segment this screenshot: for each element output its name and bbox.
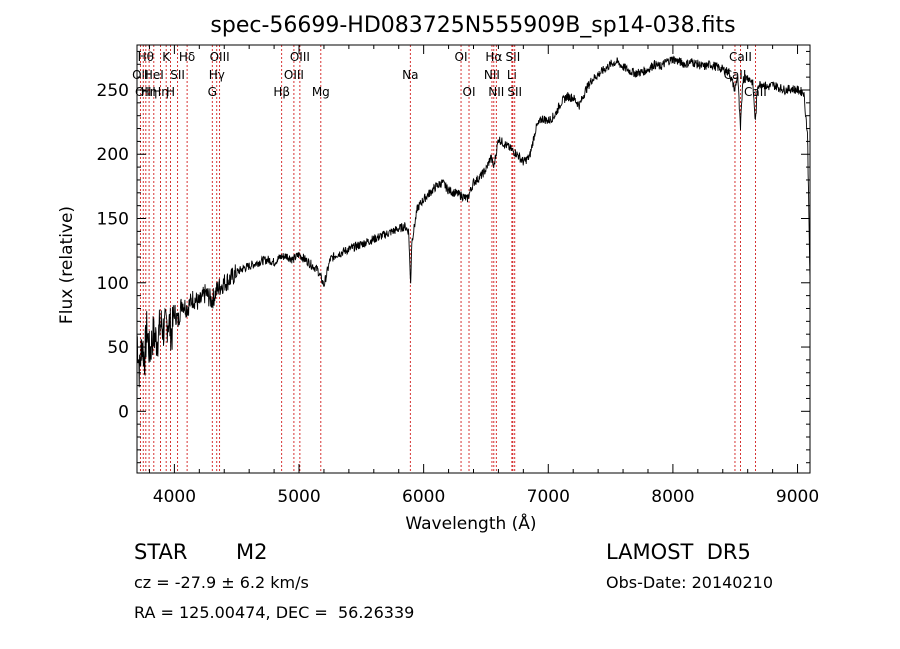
line-label-23: Li xyxy=(507,68,517,82)
x-tick-label-3: 7000 xyxy=(527,487,570,507)
line-label-7: H xyxy=(166,85,175,99)
y-axis-label: Flux (relative) xyxy=(57,206,77,324)
chart-title: spec-56699-HD083725N555909B_sp14-038.fit… xyxy=(210,13,735,38)
line-label-0: OII xyxy=(132,68,149,82)
line-label-13: Hβ xyxy=(273,85,290,99)
axis-ticks: 4000 5000 6000 7000 8000 9000 0 50 100 150 200 250 xyxy=(97,45,819,507)
y-tick-label-2: 100 xyxy=(97,274,129,294)
line-label-15: OIII xyxy=(290,50,310,64)
survey-name: LAMOST DR5 xyxy=(606,540,751,564)
line-label-24: SII xyxy=(506,50,521,64)
object-class-label: STAR xyxy=(134,540,188,564)
line-label-19: OI xyxy=(463,85,476,99)
line-label-20: NII xyxy=(484,68,500,82)
x-tick-label-0: 4000 xyxy=(153,487,196,507)
line-label-4: HeI xyxy=(144,68,164,82)
line-label-2: Hθ xyxy=(138,50,154,64)
obs-date: Obs-Date: 20140210 xyxy=(606,573,774,592)
y-tick-label-5: 250 xyxy=(97,81,129,101)
line-label-14: OIII xyxy=(284,68,304,82)
line-label-10: G xyxy=(208,85,217,99)
x-tick-label-5: 9000 xyxy=(776,487,819,507)
line-label-21: Hα xyxy=(485,50,502,64)
spectral-line-markers: OII OII Hθ Hη HeI Hη K H SII Hδ G Hγ OIII Hβ OIII OIII M… xyxy=(132,45,767,473)
y-tick-label-1: 50 xyxy=(107,338,129,358)
x-axis-label: Wavelength (Å) xyxy=(405,512,536,534)
line-label-8: SII xyxy=(170,68,185,82)
x-tick-label-2: 6000 xyxy=(402,487,445,507)
line-label-3: Hη xyxy=(141,85,158,99)
spectrum-chart: spec-56699-HD083725N555909B_sp14-038.fit… xyxy=(57,13,819,534)
x-tick-label-1: 5000 xyxy=(277,487,320,507)
line-label-1: OII xyxy=(135,85,152,99)
y-tick-label-3: 150 xyxy=(97,210,129,230)
x-tick-label-4: 8000 xyxy=(651,487,694,507)
line-label-6: K xyxy=(162,50,171,64)
line-label-5: Hη xyxy=(152,85,169,99)
spectrum-line xyxy=(136,55,811,388)
line-label-22: NII xyxy=(488,85,504,99)
line-label-18: OI xyxy=(455,50,468,64)
spectrum-series xyxy=(136,55,811,388)
redshift-readout: cz = -27.9 ± 6.2 km/s xyxy=(134,573,309,592)
line-label-27: CaII xyxy=(729,50,752,64)
line-label-9: Hδ xyxy=(179,50,195,64)
y-tick-label-4: 200 xyxy=(97,145,129,165)
y-tick-label-0: 0 xyxy=(118,402,129,422)
line-label-25: SII xyxy=(507,85,522,99)
line-label-12: OIII xyxy=(210,50,230,64)
object-subclass: M2 xyxy=(236,540,268,564)
line-label-28: CaII xyxy=(744,85,767,99)
line-label-11: Hγ xyxy=(209,68,225,82)
line-label-16: Mg xyxy=(312,85,330,99)
line-label-17: Na xyxy=(402,68,418,82)
coordinates: RA = 125.00474, DEC = 56.26339 xyxy=(134,603,415,622)
plot-frame xyxy=(136,44,811,474)
